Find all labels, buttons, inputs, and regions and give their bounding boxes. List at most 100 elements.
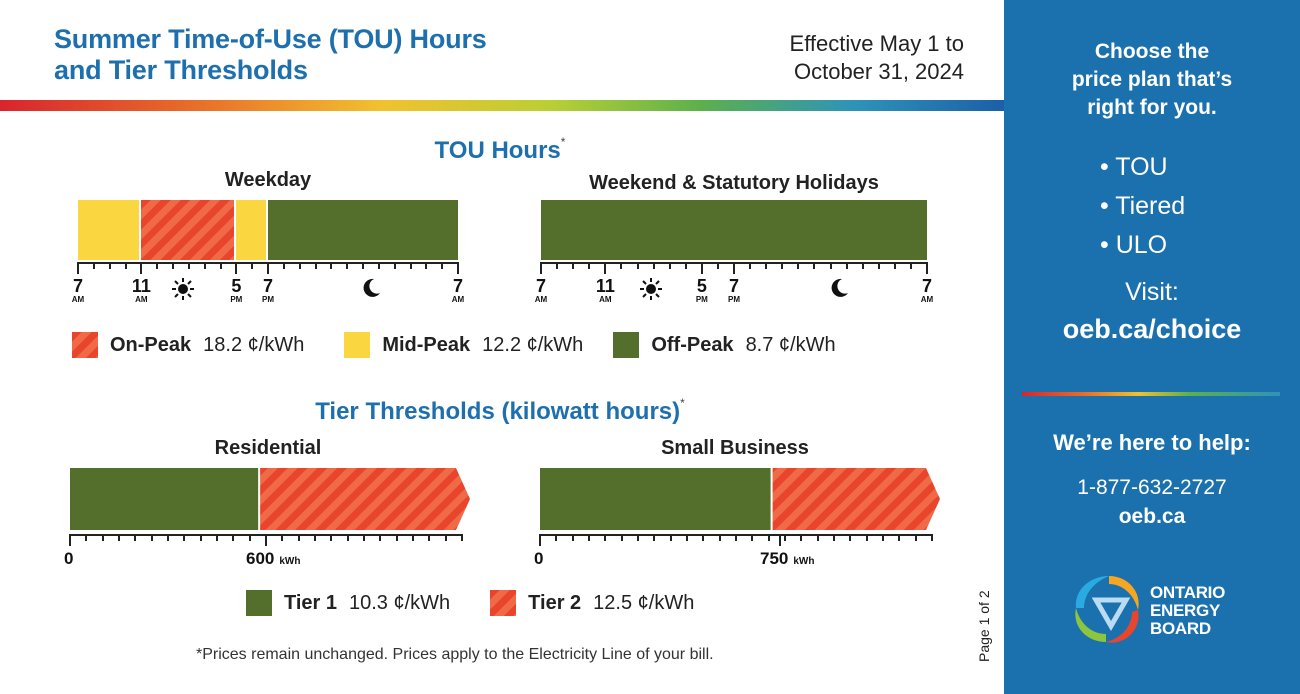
axis-tick [140, 262, 143, 274]
axis-tick [765, 262, 768, 269]
axis-tick [556, 262, 559, 269]
axis-tick [393, 262, 396, 269]
axis-tick [199, 534, 202, 541]
visit-link[interactable]: oeb.ca/choice [1062, 314, 1242, 344]
axis-tick [282, 262, 285, 269]
kwh-zero-label: 0 [64, 549, 74, 568]
tier-title-text: Tier Thresholds (kilowatt hours) [315, 398, 681, 425]
tier2-price: 12.5 ¢/kWh [593, 591, 695, 614]
weekend-tou-bar [541, 200, 927, 260]
axis-tick [346, 262, 349, 269]
tier2-segment [772, 468, 940, 530]
time-tick-label: 11 AM [595, 276, 615, 304]
kwh-threshold-label: 600 kWh [246, 549, 301, 568]
rainbow-divider [0, 100, 1004, 111]
mid-peak-segment [236, 200, 266, 260]
sidebar-heading: Choose the price plan that’s right for y… [1004, 38, 1300, 122]
axis-tick [134, 534, 137, 541]
tier-asterisk: * [680, 396, 685, 410]
axis-tick [156, 262, 159, 269]
time-tick-label: 5 PM [695, 276, 708, 304]
time-tick-label: 7 AM [534, 276, 548, 304]
tier-section-title: Tier Thresholds (kilowatt hours)* [200, 396, 800, 426]
time-tick-label: 7 AM [920, 276, 934, 304]
axis-tick [461, 534, 463, 541]
axis-tick [124, 262, 127, 269]
axis-tick [203, 262, 206, 269]
axis-tick [444, 534, 447, 541]
axis-tick [926, 262, 928, 274]
axis-tick [555, 534, 558, 541]
tier1-price: 10.3 ¢/kWh [349, 591, 451, 614]
plan-item-tou: • TOU [1100, 153, 1168, 181]
plan-item-tiered: • Tiered [1100, 192, 1186, 220]
axis-tick [330, 262, 333, 269]
axis-tick [395, 534, 398, 541]
axis-tick [637, 534, 639, 541]
axis-tick [898, 534, 901, 541]
footnote: *Prices remain unchanged. Prices apply t… [196, 646, 714, 663]
axis-tick [183, 534, 186, 541]
on-peak-label: On-Peak [110, 333, 192, 356]
tier1-label: Tier 1 [284, 591, 337, 614]
time-tick-label: 7 PM [728, 276, 740, 304]
axis-tick [718, 534, 721, 541]
axis-tick [362, 262, 364, 269]
on-peak-price: 18.2 ¢/kWh [203, 333, 305, 356]
tou-section-title: TOU Hours* [300, 135, 700, 165]
sun-icon [171, 277, 195, 306]
axis-tick [800, 534, 803, 541]
sidebar-heading-line1: Choose the [1094, 40, 1210, 63]
effective-line2: October 31, 2024 [793, 59, 964, 84]
axis-tick [893, 262, 896, 269]
axis-tick [620, 262, 623, 269]
axis-tick [882, 534, 884, 541]
moon-icon [828, 277, 850, 304]
axis-tick [604, 262, 607, 274]
logo-line1: ONTARIO [1150, 583, 1226, 602]
axis-tick [540, 262, 542, 274]
weekday-tou-bar [78, 200, 458, 260]
axis-tick [833, 534, 835, 541]
axis-tick [749, 262, 752, 269]
off-peak-label: Off-Peak [651, 333, 734, 356]
help-heading: We’re here to help: [1053, 430, 1251, 455]
axis-tick [101, 534, 104, 541]
visit-label: Visit: [1125, 278, 1179, 306]
weekday-label: Weekday [224, 169, 312, 191]
axis-tick [784, 534, 786, 541]
small-business-kwh-axis: 0 750 kWh [534, 534, 933, 568]
axis-tick [232, 534, 235, 541]
time-tick-label: 7 AM [71, 276, 85, 304]
axis-tick [845, 262, 848, 269]
residential-label: Residential [214, 437, 322, 459]
page-title-line2: and Tier Thresholds [54, 55, 308, 85]
tou-title-text: TOU Hours [434, 137, 561, 164]
axis-major-tick [69, 534, 71, 546]
mid-peak-segment [78, 200, 140, 260]
axis-tick [816, 534, 819, 541]
axis-tick [216, 534, 218, 541]
website-link[interactable]: oeb.ca [1118, 505, 1186, 528]
tier2-segment [260, 468, 470, 530]
mid-peak-swatch [344, 332, 371, 358]
axis-tick [700, 262, 703, 274]
phone-number[interactable]: 1-877-632-2727 [1077, 476, 1227, 499]
axis-tick [668, 262, 671, 269]
axis-major-tick [779, 534, 781, 546]
effective-line1: Effective May 1 to [789, 31, 964, 56]
axis-tick [77, 262, 79, 274]
residential-tier-bar [70, 468, 470, 530]
axis-tick [652, 262, 655, 269]
sidebar: Choose the price plan that’s right for y… [1004, 0, 1300, 694]
axis-tick [172, 262, 174, 269]
small-business-label: Small Business [661, 437, 809, 459]
time-tick-label: 7 PM [262, 276, 274, 304]
axis-tick [248, 534, 251, 541]
axis-tick [702, 534, 705, 541]
moon-icon [360, 277, 382, 304]
axis-tick [653, 534, 656, 541]
tou-asterisk: * [560, 135, 566, 149]
off-peak-segment [268, 200, 458, 260]
axis-tick [572, 262, 575, 269]
